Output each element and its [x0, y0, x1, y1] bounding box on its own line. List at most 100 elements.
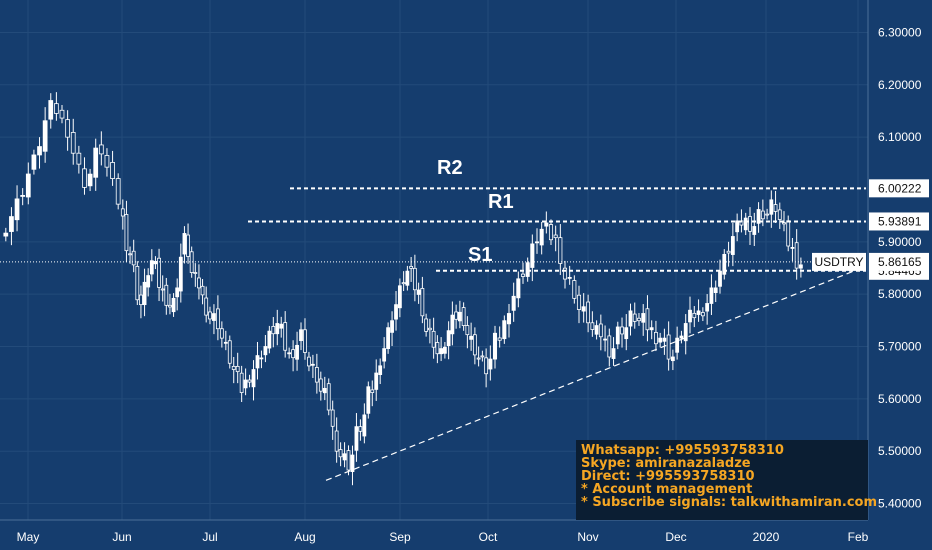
x-tick-9: Feb: [848, 530, 869, 544]
candle-body: [48, 100, 54, 120]
candle-body: [299, 329, 303, 342]
x-tick-3: Aug: [294, 530, 315, 544]
candle-body: [427, 327, 432, 331]
candle-body: [558, 237, 563, 264]
candle-body: [146, 275, 151, 288]
candle-body: [696, 310, 701, 315]
candle-body: [342, 453, 347, 461]
candle-body: [497, 337, 502, 341]
candle-body: [386, 327, 391, 350]
candle-body: [598, 323, 603, 338]
candle-body: [590, 322, 595, 330]
candle-body: [654, 331, 658, 345]
candle-body: [465, 325, 470, 336]
time-axis[interactable]: [0, 520, 932, 550]
candle-body: [442, 346, 447, 354]
candle-body: [318, 378, 323, 392]
candle-body: [204, 297, 209, 316]
candle-body: [692, 312, 697, 319]
candle-body: [553, 234, 558, 239]
candle-body: [743, 217, 748, 231]
candle-body: [104, 155, 110, 168]
candle-body: [615, 326, 620, 345]
y-tick-2: 6.10000: [878, 130, 922, 144]
candle-body: [247, 379, 252, 383]
candle-body: [405, 270, 410, 286]
skype-line: Skype: amiranazaladze: [581, 456, 751, 471]
candle-body: [572, 280, 577, 299]
candle-body: [713, 287, 718, 294]
candle-body: [539, 228, 544, 246]
candle-body: [412, 267, 417, 291]
candle-body: [346, 450, 351, 471]
candle-body: [548, 224, 554, 241]
candle-body: [492, 332, 498, 360]
candle-body: [670, 356, 675, 362]
candle-body: [394, 304, 398, 320]
candle-body: [735, 220, 740, 233]
candle-body: [76, 152, 82, 165]
candle-body: [645, 308, 650, 331]
y-tick-3: 5.90000: [878, 235, 922, 249]
x-tick-4: Sep: [389, 530, 411, 544]
x-tick-2: Jul: [202, 530, 217, 544]
candle-body: [722, 253, 727, 275]
candle-body: [679, 335, 684, 339]
candle-body: [20, 195, 26, 197]
level-label-r2: R2: [437, 157, 463, 179]
candle-body: [709, 287, 714, 304]
support-trendline: [325, 266, 865, 481]
trendline: [325, 266, 865, 481]
candle-body: [798, 264, 803, 269]
candle-body: [773, 204, 778, 212]
candle-body: [435, 342, 440, 355]
candle-body: [142, 281, 147, 306]
candle-body: [135, 266, 140, 301]
candle-body: [450, 314, 455, 335]
candle-body: [488, 358, 493, 370]
x-tick-6: Nov: [577, 530, 598, 544]
candle-body: [469, 335, 474, 340]
candle-body: [215, 308, 220, 330]
candle-body: [160, 288, 165, 291]
candle-body: [700, 312, 705, 317]
candle-body: [358, 426, 363, 432]
candle-body: [267, 330, 272, 349]
y-tick-7: 5.50000: [878, 444, 922, 458]
candle-body: [790, 247, 795, 249]
candle-body: [124, 214, 129, 252]
candle-body: [120, 208, 125, 217]
x-tick-7: Dec: [665, 530, 686, 544]
candle-body: [303, 329, 307, 353]
candle-body: [431, 330, 436, 348]
candle-body: [765, 213, 770, 216]
candle-body: [530, 243, 535, 268]
x-tick-labels: May Jun Jul Aug Sep Oct Nov Dec 2020 Feb: [17, 530, 869, 544]
candle-body: [525, 262, 530, 277]
candle-body: [31, 154, 37, 170]
candle-body: [139, 294, 143, 306]
candle-body: [390, 320, 394, 333]
signals-line: * Subscribe signals: talkwithamiran.com: [581, 495, 878, 510]
candle-body: [243, 379, 248, 389]
candle-body: [197, 277, 201, 289]
candle-body: [675, 337, 680, 353]
candle-body: [307, 356, 311, 367]
candle-body: [251, 369, 256, 388]
whatsapp-line: Whatsapp: +995593758310: [581, 443, 784, 458]
candle-body: [718, 270, 722, 287]
candle-body: [662, 337, 667, 342]
candle-body: [259, 357, 264, 360]
level-price-r1-text: 5.93891: [878, 214, 922, 228]
candle-body: [291, 349, 296, 359]
candle-body: [70, 132, 76, 154]
candle-body: [516, 278, 521, 299]
candle-body: [208, 311, 212, 320]
candle-body: [416, 289, 421, 295]
candle-body: [641, 313, 646, 323]
candle-body: [581, 306, 586, 312]
candle-body: [338, 449, 343, 458]
candle-body: [271, 326, 276, 335]
candle-body: [511, 295, 516, 311]
